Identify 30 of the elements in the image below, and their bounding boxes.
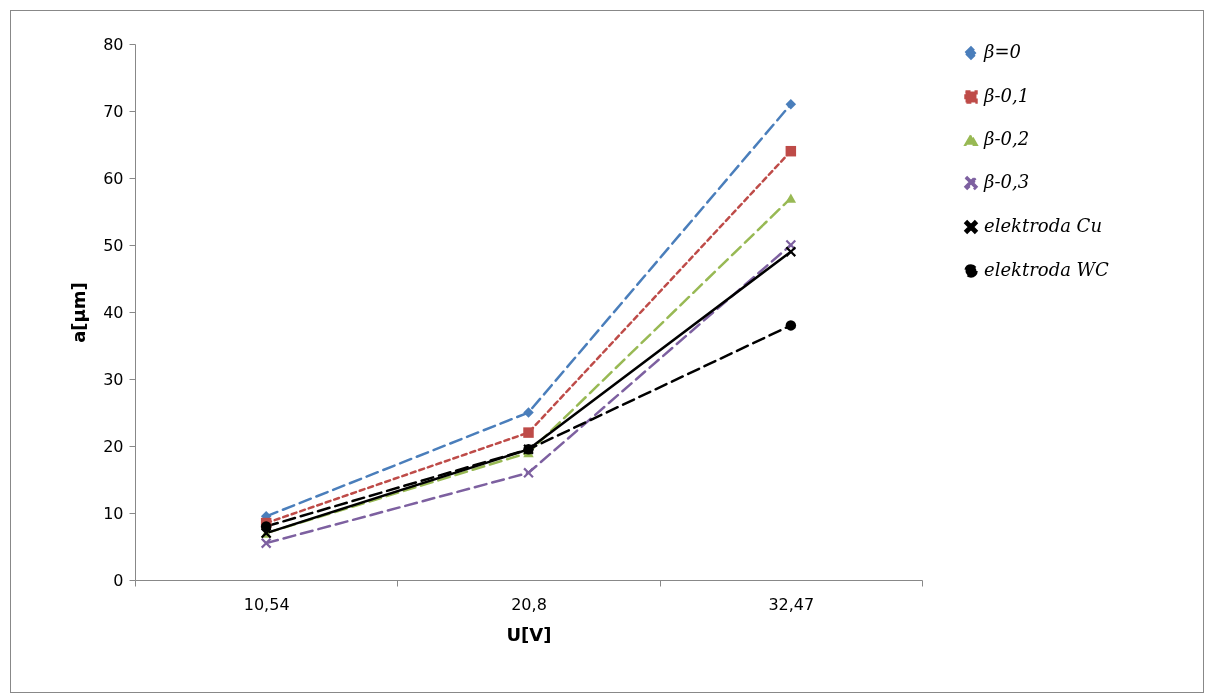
y-tick-label: 0 — [113, 570, 124, 590]
point — [785, 145, 797, 157]
x-tick-label: 20,8 — [511, 594, 547, 614]
point — [785, 99, 797, 110]
point — [523, 467, 534, 479]
point — [260, 521, 272, 532]
legend-label: β-0,3 — [983, 171, 1030, 192]
point — [785, 246, 797, 257]
legend-label: β-0,2 — [983, 128, 1030, 149]
y-tick-label: 40 — [103, 302, 124, 322]
point — [523, 427, 534, 438]
x-tick-label: 32,47 — [768, 594, 815, 614]
point — [260, 537, 272, 549]
y-tick-label: 80 — [103, 34, 124, 54]
y-tick-label: 30 — [103, 369, 124, 389]
x-axis-title: U[V] — [506, 623, 552, 645]
point — [785, 193, 797, 203]
y-tick-label: 50 — [103, 235, 124, 255]
y-axis-title: a[µm] — [68, 282, 90, 343]
legend-label: elektroda WC — [984, 259, 1110, 280]
legend-label: elektroda Cu — [984, 215, 1102, 236]
y-tick-label: 10 — [103, 503, 124, 523]
legend-label: β-0,1 — [983, 85, 1030, 106]
y-tick-label: 60 — [103, 168, 124, 188]
y-tick-label: 20 — [103, 436, 124, 456]
point — [523, 407, 534, 418]
point — [785, 320, 797, 331]
legend-label: β=0 — [983, 41, 1021, 62]
x-tick-label: 10,54 — [243, 594, 290, 614]
y-tick-label: 70 — [103, 101, 124, 121]
